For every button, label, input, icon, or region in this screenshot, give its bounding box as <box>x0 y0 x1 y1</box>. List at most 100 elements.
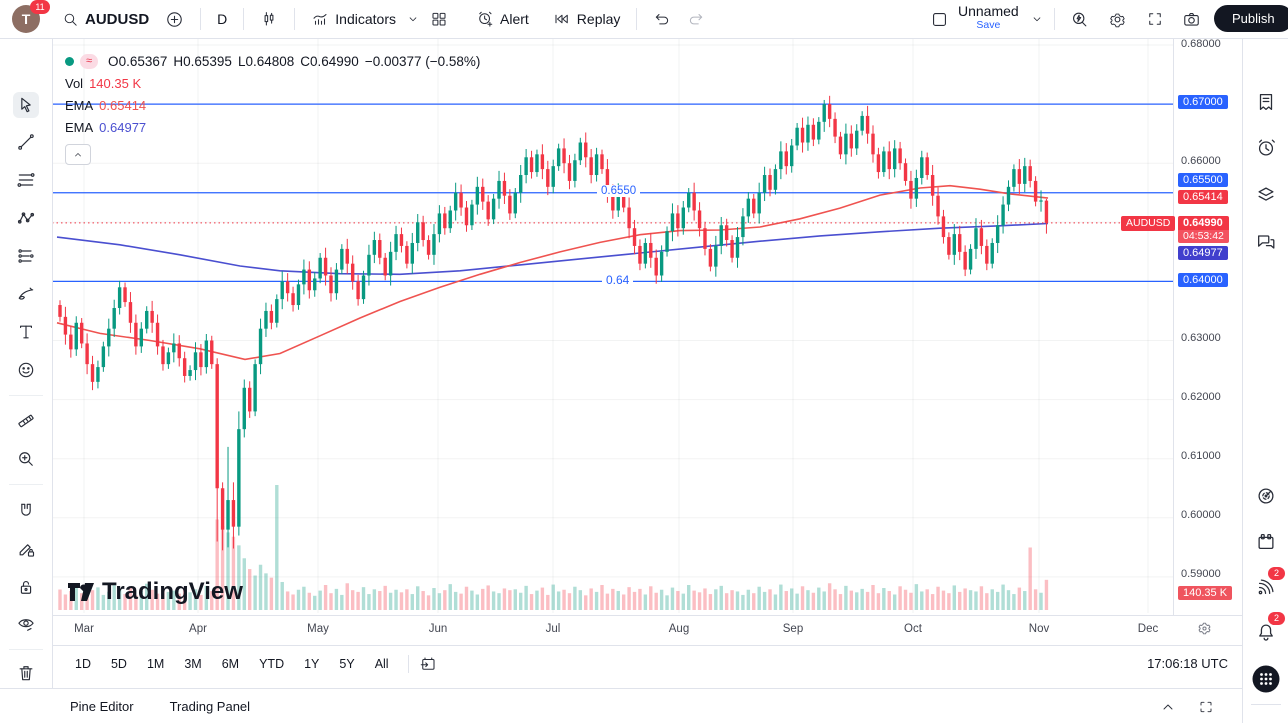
price-axis[interactable]: 0.68000 0.66000 0.63000 0.62000 0.61000 0.600… <box>1173 38 1243 615</box>
fib-retracement-tool[interactable] <box>13 167 39 193</box>
zoom-in-tool[interactable] <box>13 446 39 472</box>
layout-name-save[interactable]: Unnamed Save <box>958 3 1019 31</box>
price-axis-badge: 0.65414 <box>1178 190 1228 204</box>
legend-symbol-row[interactable]: ≈ O0.65367 H0.65395 L0.64808 C0.64990 −0… <box>65 50 480 72</box>
hide-drawings[interactable] <box>13 611 39 637</box>
range-all[interactable]: All <box>374 656 389 671</box>
interval-label: D <box>217 11 228 27</box>
volume-bar <box>887 591 891 610</box>
candle <box>995 225 1000 243</box>
range-5y[interactable]: 5Y <box>339 656 355 671</box>
drawn-line-label[interactable]: 0.6550 <box>597 185 641 197</box>
volume-bar <box>513 589 517 610</box>
panel-maximize-icon[interactable] <box>1198 699 1214 715</box>
apps-button[interactable] <box>1251 664 1281 694</box>
range-1y[interactable]: 1Y <box>304 656 320 671</box>
go-to-date-icon[interactable] <box>419 655 437 673</box>
forecast-tool[interactable] <box>13 243 39 269</box>
replay-button[interactable]: Replay <box>545 4 629 34</box>
publish-button[interactable]: Publish <box>1214 5 1288 32</box>
price-axis-badge: 0.64000 <box>1178 273 1228 287</box>
pattern-tool[interactable] <box>13 205 39 231</box>
legend-collapse-button[interactable] <box>65 144 91 165</box>
screenshot-button[interactable] <box>1174 4 1209 34</box>
create-alert-button[interactable]: Alert <box>468 4 537 34</box>
measure-tool[interactable] <box>13 408 39 434</box>
settings-button[interactable] <box>1100 4 1135 34</box>
drawn-line-label[interactable]: 0.64 <box>602 273 634 287</box>
fullscreen-icon <box>1146 10 1164 28</box>
screener-button[interactable] <box>1251 481 1281 511</box>
volume-bar <box>806 590 810 610</box>
trend-line-tool[interactable] <box>13 129 39 155</box>
volume-bar <box>437 593 442 610</box>
layout-menu-chevron[interactable] <box>1026 4 1048 34</box>
help-button[interactable]: ? <box>1251 718 1281 723</box>
volume-bar <box>307 592 312 610</box>
time-axis[interactable]: Mar Apr May Jun Jul Aug Sep Oct Nov Dec <box>52 615 1242 646</box>
axis-settings-gear-icon[interactable] <box>1196 620 1213 642</box>
indicator-templates-chevron[interactable] <box>404 4 422 34</box>
candle <box>486 201 490 220</box>
fullscreen-button[interactable] <box>1138 4 1172 34</box>
pine-editor-tab[interactable]: Pine Editor <box>70 699 134 714</box>
volume-bar <box>291 594 295 610</box>
interval-button[interactable]: D <box>209 4 235 34</box>
volume-bar <box>1001 584 1005 610</box>
candle <box>145 310 149 329</box>
similar-symbols-pill[interactable]: ≈ <box>80 53 99 69</box>
price-chart-canvas[interactable] <box>52 38 1173 615</box>
watchlist-button[interactable] <box>1251 87 1281 117</box>
stay-in-drawing-mode[interactable] <box>13 536 39 562</box>
cursor-tool[interactable] <box>13 92 39 118</box>
redo-button[interactable] <box>679 4 713 34</box>
candle <box>535 154 539 173</box>
calendar-button[interactable] <box>1251 527 1281 557</box>
quick-search-button[interactable] <box>1062 4 1097 34</box>
remove-drawings[interactable] <box>13 660 39 686</box>
chart-style-button[interactable] <box>252 4 286 34</box>
volume-bar <box>985 593 989 610</box>
grid-layout-button[interactable] <box>422 4 456 34</box>
candle <box>426 240 431 255</box>
symbol-search-button[interactable]: AUDUSD <box>54 4 157 34</box>
range-ytd[interactable]: YTD <box>259 656 285 671</box>
undo-button[interactable] <box>645 4 679 34</box>
clock-utc[interactable]: 17:06:18 UTC <box>1147 656 1228 671</box>
magnet-mode[interactable] <box>13 498 39 524</box>
volume-bar <box>1006 590 1011 610</box>
range-6m[interactable]: 6M <box>221 656 240 671</box>
replay-label: Replay <box>576 11 621 27</box>
legend-ema-slow-row[interactable]: EMA 0.64977 <box>65 116 480 138</box>
streams-button[interactable]: 2 <box>1251 567 1285 602</box>
compare-add-symbol-button[interactable] <box>157 4 192 34</box>
brush-tool[interactable] <box>13 281 39 307</box>
search-icon <box>62 11 79 28</box>
emoji-tool[interactable] <box>13 357 39 383</box>
alerts-button[interactable] <box>1251 133 1281 163</box>
object-tree-button[interactable] <box>1251 180 1281 210</box>
price-axis-label: 0.62000 <box>1181 391 1221 403</box>
volume-bar <box>822 591 826 610</box>
legend-ema-fast-row[interactable]: EMA 0.65414 <box>65 94 480 116</box>
range-5d[interactable]: 5D <box>110 656 127 671</box>
candle <box>752 198 756 214</box>
notifications-button[interactable]: 2 <box>1251 612 1285 647</box>
text-tool[interactable] <box>13 319 39 345</box>
range-1m[interactable]: 1M <box>146 656 165 671</box>
range-3m[interactable]: 3M <box>184 656 202 671</box>
trading-panel-tab[interactable]: Trading Panel <box>169 699 251 714</box>
candle <box>248 387 252 412</box>
indicators-button[interactable]: Indicators <box>303 4 404 34</box>
legend-volume-row[interactable]: Vol 140.35 K <box>65 72 480 94</box>
range-1d[interactable]: 1D <box>75 656 91 671</box>
tradingview-logo[interactable]: TradingView <box>66 578 243 606</box>
save-button[interactable]: Save <box>976 19 1001 31</box>
volume-bar <box>730 590 734 610</box>
panel-collapse-icon[interactable] <box>1160 699 1176 715</box>
volume-bar <box>952 585 956 610</box>
lock-all-drawings[interactable] <box>13 574 39 600</box>
volume-bar <box>865 591 870 610</box>
layout-button[interactable] <box>922 4 957 34</box>
chat-button[interactable] <box>1251 227 1281 257</box>
